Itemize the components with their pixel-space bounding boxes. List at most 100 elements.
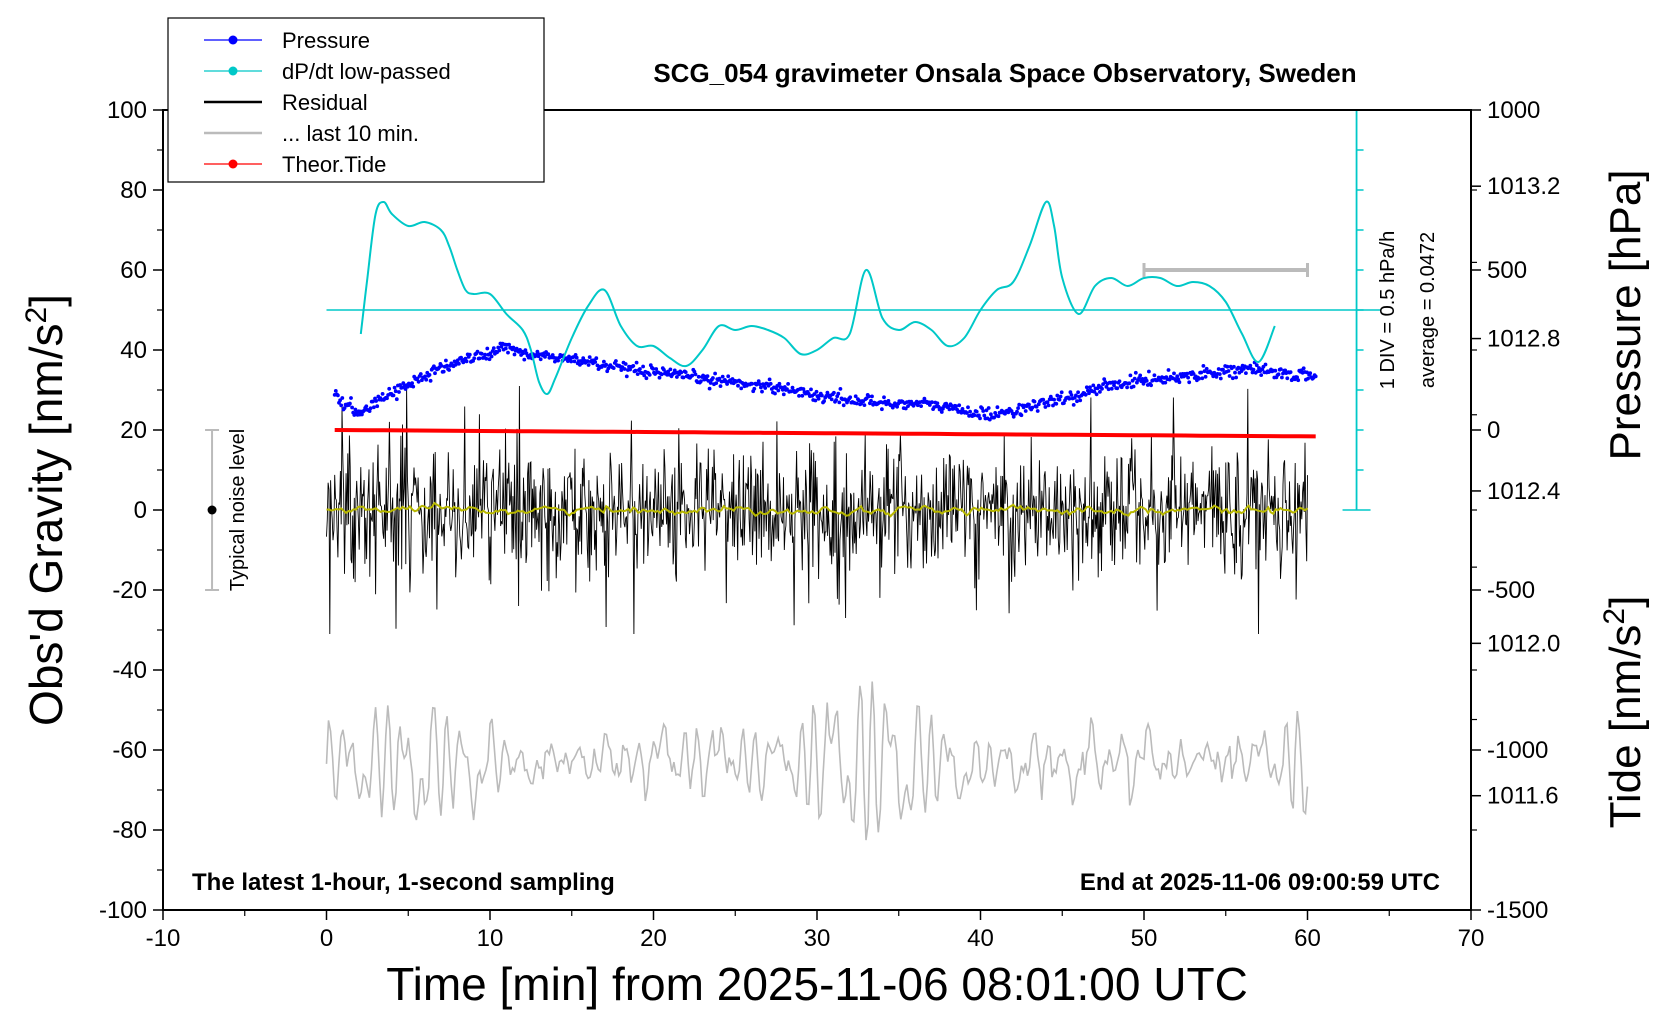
pressure-point (586, 363, 591, 367)
pressure-point (1140, 377, 1145, 381)
pressure-point (960, 407, 965, 411)
pressure-point (760, 389, 764, 394)
y-left-tick-label: -80 (112, 817, 147, 844)
x-axis: -10 0 10 20 30 40 50 60 70 (146, 910, 1485, 952)
pressure-point (585, 359, 590, 364)
pressure-point (619, 368, 624, 372)
pressure-point (1177, 380, 1182, 385)
pressure-point (1244, 371, 1248, 375)
series-last-10-min (325, 681, 1309, 841)
pressure-point (1230, 376, 1235, 381)
pressure-point (489, 354, 494, 359)
pressure-point (475, 349, 480, 354)
y-axis-pressure: 1013.2 1012.8 1012.4 1012.0 1011.6 (1471, 173, 1560, 810)
x-tick-label: 40 (967, 925, 994, 952)
pressure-point (477, 356, 482, 361)
pressure-point (374, 399, 378, 403)
pressure-point (418, 372, 423, 376)
y-left-label-sup: 2 (20, 307, 53, 324)
pressure-point (966, 405, 970, 410)
pressure-point (705, 374, 710, 378)
y-tide-label-sup: 2 (1598, 608, 1631, 625)
pressure-point (768, 381, 773, 386)
pressure-point (1163, 380, 1168, 385)
pressure-point (841, 403, 846, 408)
series-residual (326, 385, 1308, 635)
pressure-point (882, 395, 886, 400)
y-tide-label-main: Tide [nm/s (1601, 625, 1650, 829)
y-tide-tick-label: 0 (1487, 417, 1500, 444)
pressure-point (1071, 403, 1076, 407)
pressure-point (1138, 373, 1143, 378)
pressure-point (651, 366, 655, 371)
pressure-point (1117, 379, 1122, 384)
pressure-point (982, 413, 987, 418)
pressure-point (1132, 376, 1137, 381)
pressure-point (711, 376, 715, 380)
pressure-point (1087, 391, 1091, 396)
pressure-point (503, 346, 508, 351)
pressure-point (853, 394, 858, 399)
pressure-point (1212, 370, 1217, 375)
pressure-point (1285, 376, 1290, 381)
pressure-point (1257, 366, 1261, 370)
pressure-point (866, 394, 871, 399)
pressure-point (919, 404, 923, 408)
y-left-tick-label: 100 (107, 97, 147, 124)
legend-items: Pressure dP/dt low-passed Residual ... last… (204, 28, 451, 177)
annotation-left: The latest 1-hour, 1-second sampling (192, 869, 615, 896)
pressure-point (1127, 381, 1132, 386)
pressure-point (441, 369, 446, 374)
pressure-point (522, 357, 527, 362)
dpdt-average-label: average = 0.0472 (1417, 232, 1439, 388)
pressure-point (348, 401, 352, 406)
pressure-point (459, 355, 463, 360)
pressure-point (1125, 385, 1129, 390)
pressure-point (1225, 364, 1230, 369)
pressure-point (635, 372, 640, 376)
pressure-point (1301, 366, 1306, 371)
x-tick-label: 20 (640, 925, 667, 952)
pressure-point (372, 405, 376, 410)
pressure-point (922, 396, 927, 401)
pressure-point (1172, 371, 1176, 376)
pressure-point (813, 398, 818, 403)
pressure-point (1248, 363, 1253, 368)
pressure-point (641, 364, 645, 369)
pressure-point (790, 385, 795, 390)
pressure-point (368, 406, 373, 411)
pressure-point (1115, 386, 1120, 391)
y-pressure-tick-label: 1012.8 (1487, 326, 1560, 353)
pressure-point (1295, 375, 1299, 380)
x-tick-label: 70 (1458, 925, 1485, 952)
pressure-point (679, 370, 684, 375)
annotation-right: End at 2025-11-06 09:00:59 UTC (1080, 869, 1440, 896)
pressure-point (699, 379, 703, 384)
y-axis-left: 100 80 60 40 20 0 -20 -40 -60 -80 -100 (99, 97, 163, 924)
pressure-point (1027, 402, 1031, 407)
pressure-point (977, 413, 981, 418)
pressure-point (996, 414, 1001, 419)
pressure-point (391, 393, 396, 398)
pressure-point (1043, 405, 1048, 409)
pressure-point (467, 352, 472, 357)
pressure-point (1259, 373, 1264, 377)
pressure-point (1273, 368, 1278, 373)
pressure-point (593, 360, 598, 364)
pressure-point (836, 391, 841, 396)
pressure-point (1023, 409, 1028, 413)
pressure-point (1306, 376, 1310, 381)
pressure-point (569, 359, 574, 364)
pressure-point (1254, 363, 1259, 368)
pressure-point (954, 404, 958, 409)
pressure-point (1185, 371, 1189, 376)
pressure-point (1203, 374, 1208, 379)
pressure-point (423, 374, 427, 379)
pressure-point (1016, 406, 1020, 410)
pressure-point (439, 364, 444, 368)
pressure-point (1076, 390, 1080, 395)
pressure-point (1263, 362, 1268, 367)
pressure-point (349, 396, 353, 400)
pressure-point (1128, 373, 1133, 378)
